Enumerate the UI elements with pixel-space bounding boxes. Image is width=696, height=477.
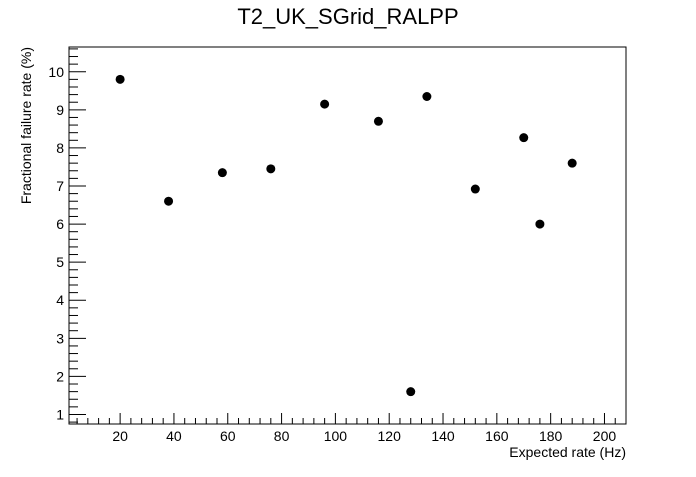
data-point xyxy=(373,116,383,126)
data-point xyxy=(406,387,416,397)
x-tick-label: 80 xyxy=(274,428,290,444)
x-axis-label: Expected rate (Hz) xyxy=(509,444,626,460)
data-point xyxy=(164,196,174,206)
y-tick-label: 2 xyxy=(56,368,64,384)
y-tick-label: 8 xyxy=(56,140,64,156)
y-tick-label: 1 xyxy=(56,406,64,422)
x-tick-label: 200 xyxy=(593,428,617,444)
data-point xyxy=(470,184,480,194)
y-tick-label: 7 xyxy=(56,178,64,194)
chart-title: T2_UK_SGrid_RALPP xyxy=(237,4,458,29)
y-tick-label: 3 xyxy=(56,330,64,346)
y-tick-label: 6 xyxy=(56,216,64,232)
x-tick-label: 100 xyxy=(324,428,348,444)
x-tick-label: 20 xyxy=(112,428,128,444)
plot-frame xyxy=(68,46,627,425)
y-axis-label: Fractional failure rate (%) xyxy=(18,47,34,204)
data-point xyxy=(519,133,529,143)
data-point xyxy=(567,158,577,168)
x-tick-label: 120 xyxy=(378,428,402,444)
y-tick-label: 9 xyxy=(56,102,64,118)
data-point xyxy=(266,164,276,174)
data-point xyxy=(422,92,432,102)
x-tick-label: 140 xyxy=(431,428,455,444)
data-point xyxy=(217,168,227,178)
data-point xyxy=(115,74,125,84)
y-tick-label: 5 xyxy=(56,254,64,270)
data-points xyxy=(115,74,577,397)
x-tick-label: 40 xyxy=(166,428,182,444)
y-tick-label: 10 xyxy=(48,64,64,80)
x-tick-label: 60 xyxy=(220,428,236,444)
y-tick-label: 4 xyxy=(56,292,64,308)
data-point xyxy=(320,99,330,109)
axes: 20 40 60 80 100 120 140 160 180 200 1 2 3 4 5 6 7 8 9 10 xyxy=(48,46,627,444)
x-tick-label: 180 xyxy=(539,428,563,444)
data-point xyxy=(535,219,545,229)
x-tick-label: 160 xyxy=(485,428,509,444)
